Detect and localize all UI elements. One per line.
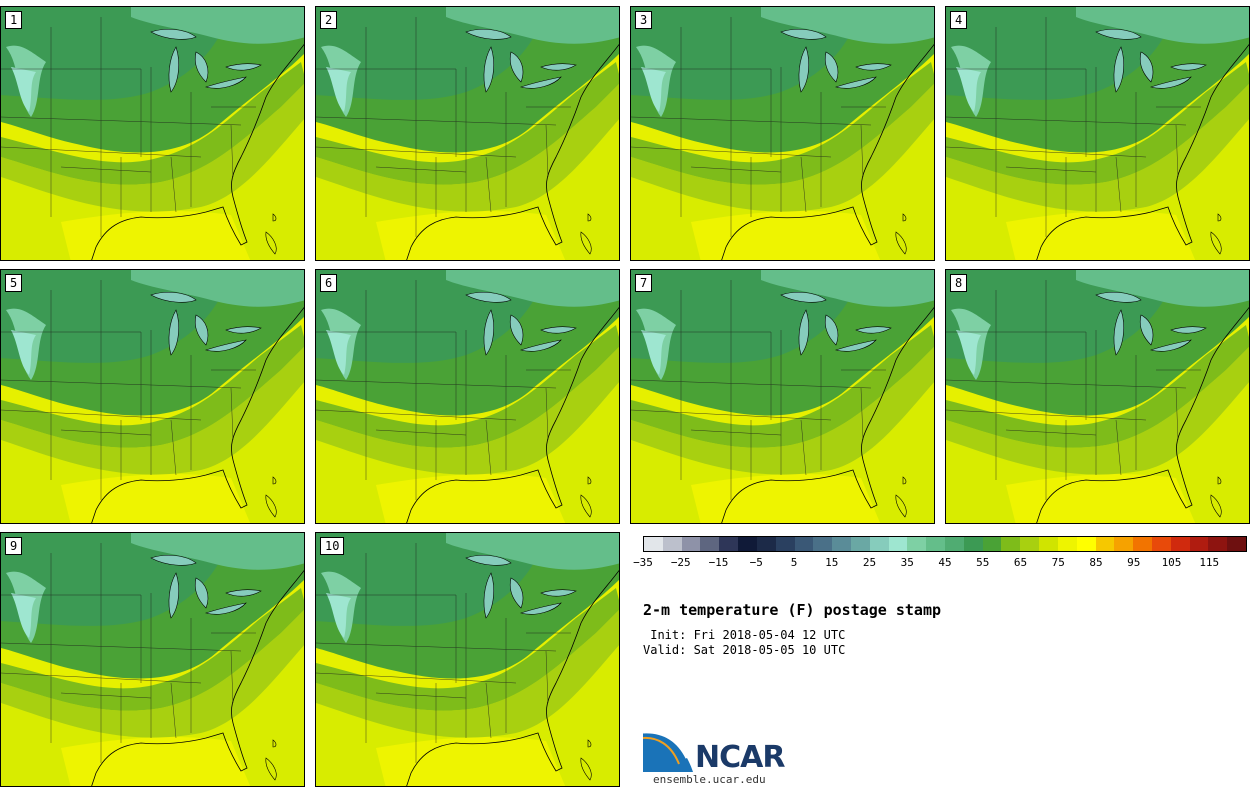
colorbar-swatch (700, 537, 720, 551)
temperature-map (316, 270, 619, 523)
colorbar-tick-label: 5 (790, 556, 798, 569)
temperature-map (316, 7, 619, 260)
forecast-map-panel: 1 (0, 6, 305, 261)
forecast-map-panel: 10 (315, 532, 620, 787)
chart-title: 2-m temperature (F) postage stamp (643, 601, 942, 619)
valid-time: Valid: Sat 2018-05-05 10 UTC (643, 643, 846, 657)
colorbar-tick-label: −15 (708, 556, 729, 569)
colorbar-swatch (926, 537, 945, 551)
colorbar-swatch (1039, 537, 1058, 551)
colorbar-swatch (1189, 537, 1209, 551)
forecast-map-panel: 9 (0, 532, 305, 787)
ncar-logo-text: NCAR (695, 740, 785, 775)
panel-number: 1 (5, 11, 23, 29)
colorbar-swatch (850, 537, 870, 551)
colorbar-swatch (1151, 537, 1171, 551)
colorbar-tick-label: −35 (633, 556, 653, 569)
colorbar-tick-label: −5 (749, 556, 763, 569)
colorbar-swatch (738, 537, 757, 551)
panel-number: 9 (5, 537, 23, 555)
colorbar-tick-label: 45 (938, 556, 952, 569)
panel-number: 6 (320, 274, 338, 292)
colorbar-swatch (1001, 537, 1021, 551)
panel-number: 2 (320, 11, 338, 29)
panel-number: 5 (5, 274, 23, 292)
ncar-logo-icon (643, 730, 693, 772)
temperature-map (631, 270, 934, 523)
colorbar-swatch (907, 537, 927, 551)
colorbar-swatch (1170, 537, 1190, 551)
colorbar-swatch (644, 537, 663, 551)
panel-number: 7 (635, 274, 653, 292)
temperature-map (1, 270, 304, 523)
colorbar-swatch (775, 537, 795, 551)
init-time: Init: Fri 2018-05-04 12 UTC (643, 628, 846, 642)
colorbar-swatch (869, 537, 889, 551)
colorbar-swatch (813, 537, 833, 551)
temperature-map (946, 7, 1249, 260)
colorbar-swatch (719, 537, 739, 551)
colorbar-tick-label: 25 (862, 556, 877, 569)
colorbar-swatch (794, 537, 814, 551)
temperature-map (631, 7, 934, 260)
colorbar-swatch (756, 537, 776, 551)
forecast-map-panel: 2 (315, 6, 620, 261)
panel-number: 4 (950, 11, 968, 29)
colorbar-tick-labels: −35 −25 −15 −5 5 15 25 35 45 55 65 75 85 95 105 115 (633, 556, 1247, 572)
colorbar-swatch (681, 537, 701, 551)
temperature-map (946, 270, 1249, 523)
colorbar-swatch (1057, 537, 1077, 551)
temperature-colorbar (643, 536, 1247, 552)
colorbar-swatch (1076, 537, 1096, 551)
colorbar-tick-label: 65 (1013, 556, 1028, 569)
panel-number: 3 (635, 11, 653, 29)
colorbar-swatch (662, 537, 682, 551)
colorbar-swatch (945, 537, 964, 551)
forecast-map-panel: 6 (315, 269, 620, 524)
colorbar-swatch (888, 537, 908, 551)
colorbar-swatch (1208, 537, 1228, 551)
forecast-map-panel: 7 (630, 269, 935, 524)
colorbar-tick-label: 85 (1089, 556, 1103, 569)
colorbar-tick-label: 95 (1127, 556, 1141, 569)
panel-number: 10 (320, 537, 345, 555)
colorbar-tick-label: 75 (1051, 556, 1065, 569)
colorbar-swatch (1020, 537, 1040, 551)
temperature-map (1, 7, 304, 260)
colorbar-swatch (1133, 537, 1152, 551)
forecast-map-panel: 4 (945, 6, 1250, 261)
panel-number: 8 (950, 274, 968, 292)
colorbar-tick-label: 115 (1199, 556, 1220, 569)
colorbar-swatch (1114, 537, 1134, 551)
forecast-map-panel: 8 (945, 269, 1250, 524)
colorbar-tick-label: −25 (670, 556, 691, 569)
colorbar-tick-label: 105 (1161, 556, 1182, 569)
colorbar-tick-label: 35 (900, 556, 914, 569)
temperature-map (316, 533, 619, 786)
colorbar-swatch (1095, 537, 1115, 551)
colorbar-swatch (832, 537, 851, 551)
colorbar-swatch (963, 537, 983, 551)
forecast-map-panel: 3 (630, 6, 935, 261)
temperature-map (1, 533, 304, 786)
forecast-map-panel: 5 (0, 269, 305, 524)
colorbar-tick-label: 55 (976, 556, 990, 569)
colorbar-swatch (1227, 537, 1246, 551)
colorbar-swatch (982, 537, 1002, 551)
colorbar-tick-label: 15 (825, 556, 839, 569)
ncar-url: ensemble.ucar.edu (653, 773, 766, 786)
